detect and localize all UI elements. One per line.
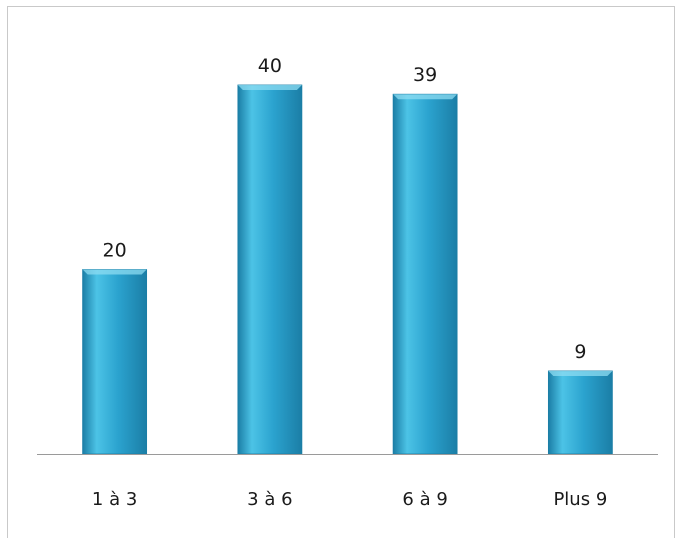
bar-bevel-3 xyxy=(393,94,458,100)
bars-layer xyxy=(82,84,613,455)
bar-bevel-2 xyxy=(237,85,302,90)
bar-2 xyxy=(237,84,303,455)
bar-3 xyxy=(392,93,458,455)
data-label-2: 40 xyxy=(258,55,282,77)
data-label-3: 39 xyxy=(413,64,437,86)
bar-group-3 xyxy=(392,93,458,455)
bar-bevel-1 xyxy=(82,269,147,275)
labels-layer: 20 1 à 3 40 3 à 6 39 6 à 9 9 Plus 9 xyxy=(92,55,607,510)
x-tick-label-3: 6 à 9 xyxy=(402,489,447,510)
bar-group-4 xyxy=(547,370,613,455)
x-tick-label-2: 3 à 6 xyxy=(247,489,292,510)
bar-1 xyxy=(82,269,148,455)
bar-bevel-4 xyxy=(548,370,613,376)
bar-4 xyxy=(547,370,613,455)
bar-group-2 xyxy=(237,84,303,455)
data-label-1: 20 xyxy=(103,240,127,262)
x-tick-label-4: Plus 9 xyxy=(553,489,607,510)
x-tick-label-1: 1 à 3 xyxy=(92,489,137,510)
bar-group-1 xyxy=(82,269,148,455)
data-label-4: 9 xyxy=(574,341,586,363)
